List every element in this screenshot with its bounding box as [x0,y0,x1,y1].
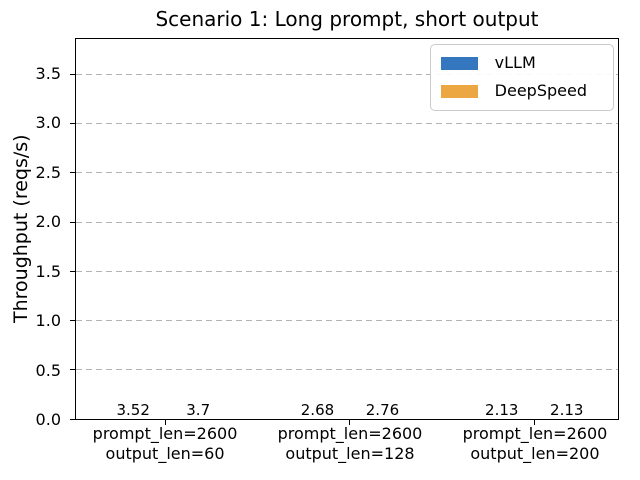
y-tick-mark [70,123,76,125]
y-tick-mark [70,320,76,322]
y-tick-mark [70,73,76,75]
x-tick-mark [533,419,535,425]
legend: vLLM DeepSpeed [429,44,614,111]
bar-value-label: 2.13 [485,400,519,419]
bar-value-label: 2.13 [550,400,584,419]
y-tick-mark [70,221,76,223]
y-tick-mark [70,418,76,420]
gridline [76,270,618,272]
chart-title: Scenario 1: Long prompt, short output [155,7,539,31]
gridline [76,172,618,174]
legend-label-vllm: vLLM [494,53,536,72]
x-tick-mark [165,419,167,425]
gridline [76,123,618,125]
bar-value-label: 2.68 [300,400,335,419]
y-tick-mark [70,172,76,174]
gridline [76,221,618,223]
y-tick-label: 2.0 [35,212,61,232]
x-tick-label: prompt_len=2600 output_len=60 [92,424,238,463]
gridline [76,369,618,371]
bar-value-label: 3.52 [116,400,150,419]
gridline [76,320,618,322]
x-tick-label: prompt_len=2600 output_len=200 [462,424,608,463]
x-tick-mark [349,419,351,425]
legend-swatch-deepspeed [440,85,478,99]
bar-value-label: 3.7 [186,400,211,419]
bar-value-label: 2.76 [365,400,400,419]
y-tick-label: 3.0 [35,113,61,133]
plot-area: vLLM DeepSpeed 3.52 3.7 2.68 2.76 2.13 2.13 [70,38,619,425]
gridline [76,73,618,75]
legend-swatch-vllm [440,56,478,70]
y-tick-label: 1.0 [35,311,61,331]
x-axis-tick-labels: prompt_len=2600 output_len=60 prompt_len=… [75,424,619,468]
y-axis-tick-labels: 0.0 0.5 1.0 1.5 2.0 2.5 3.0 3.5 [0,38,68,427]
y-tick-label: 1.5 [35,261,61,281]
y-tick-label: 2.5 [35,162,61,182]
y-tick-label: 0.5 [35,360,61,380]
legend-label-deepspeed: DeepSpeed [494,81,587,101]
x-tick-label: prompt_len=2600 output_len=128 [277,424,423,463]
y-tick-label: 0.0 [35,410,61,429]
y-tick-mark [70,369,76,371]
y-tick-label: 3.5 [35,63,61,83]
y-tick-mark [70,270,76,272]
legend-item-vllm: vLLM [440,53,587,72]
legend-item-deepspeed: DeepSpeed [440,81,587,101]
